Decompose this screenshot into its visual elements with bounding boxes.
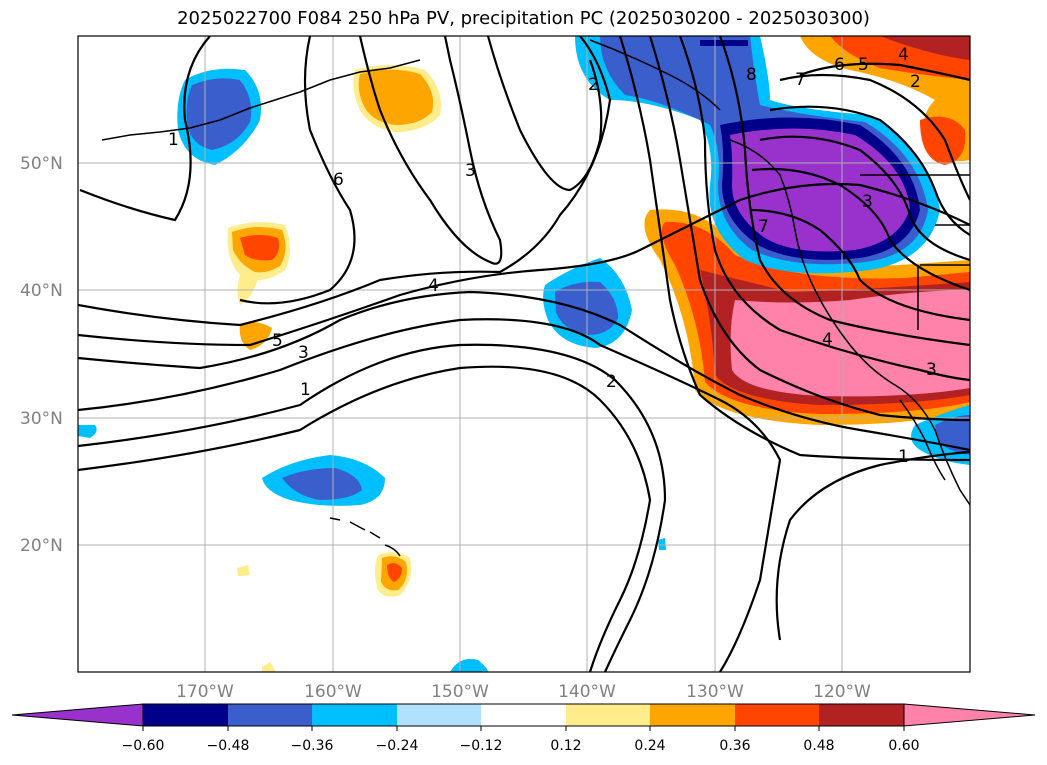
lon-label: 120°W [813, 682, 871, 702]
contour-label: 5 [272, 331, 283, 351]
lon-label: 160°W [304, 682, 362, 702]
contour-label: 2 [910, 72, 921, 92]
contour-label: 2 [588, 75, 599, 95]
colorbar-tick-label: −0.12 [460, 738, 503, 754]
colorbar-swatch [650, 704, 735, 726]
contour-label: 4 [822, 330, 833, 350]
graticule [78, 36, 970, 672]
contour-label: 5 [858, 55, 869, 75]
contour-label: 1 [168, 130, 179, 150]
lon-label: 140°W [558, 682, 616, 702]
colorbar-extend-left [11, 703, 144, 727]
colorbar-tick-label: 0.48 [803, 738, 834, 754]
lat-label: 20°N [20, 536, 63, 556]
colorbar-swatch [481, 704, 566, 726]
coastlines [101, 39, 970, 557]
contour-label: 2 [606, 372, 617, 392]
colorbar-tick-label: 0.60 [888, 738, 919, 754]
colorbar-tick-label: −0.48 [207, 738, 250, 754]
contour-label: 1 [300, 380, 311, 400]
colorbar-tick-labels: −0.60 −0.48 −0.36 −0.24 −0.12 0.12 0.24 … [122, 738, 920, 754]
lat-label: 30°N [20, 409, 63, 429]
lon-label: 130°W [686, 682, 744, 702]
colorbar-tick-label: −0.36 [291, 738, 334, 754]
colorbar-swatch [397, 704, 481, 726]
contour-label: 7 [758, 217, 769, 237]
map-title: 2025022700 F084 250 hPa PV, precipitatio… [177, 8, 870, 29]
lat-label: 50°N [20, 154, 63, 174]
pv-contours [78, 36, 970, 672]
lat-labels: 50°N 40°N 30°N 20°N [20, 154, 63, 556]
colorbar-tick-label: 0.36 [719, 738, 750, 754]
colorbar-tick-label: 0.24 [634, 738, 665, 754]
contour-label: 3 [465, 161, 476, 181]
colorbar-swatch [566, 704, 650, 726]
contour-label: 3 [862, 192, 873, 212]
contour-label: 1 [898, 447, 909, 467]
colorbar-extend-right [903, 703, 1036, 727]
contour-label: 3 [926, 360, 937, 380]
contour-label: 8 [746, 65, 757, 85]
colorbar-swatch [819, 704, 904, 726]
contour-label: 4 [428, 276, 439, 296]
colorbar: −0.60 −0.48 −0.36 −0.24 −0.12 0.12 0.24 … [11, 703, 1036, 754]
colorbar-swatch [143, 704, 228, 726]
plot-frame [77, 35, 971, 673]
colorbar-swatch [312, 704, 397, 726]
contour-label: 6 [834, 55, 845, 75]
colorbar-tick-label: 0.12 [550, 738, 581, 754]
contour-label: 3 [298, 343, 309, 363]
lon-labels: 170°W 160°W 150°W 140°W 130°W 120°W [176, 682, 871, 702]
colorbar-swatch [228, 704, 312, 726]
contour-label: 7 [795, 70, 806, 90]
lon-label: 150°W [431, 682, 489, 702]
colorbar-swatch [735, 704, 819, 726]
colorbar-tick-label: −0.24 [376, 738, 419, 754]
map-plot-area: 6 3 4 5 3 1 2 7 2 8 7 6 5 4 2 3 4 3 1 1 [78, 36, 970, 672]
contour-label-group: 6 3 4 5 3 1 2 7 2 8 7 6 5 4 2 3 4 3 1 1 [168, 45, 937, 467]
lat-label: 40°N [20, 281, 63, 301]
lon-label: 170°W [176, 682, 234, 702]
contour-label: 4 [898, 45, 909, 65]
colorbar-tick-label: −0.60 [122, 738, 165, 754]
contour-label: 6 [333, 170, 344, 190]
